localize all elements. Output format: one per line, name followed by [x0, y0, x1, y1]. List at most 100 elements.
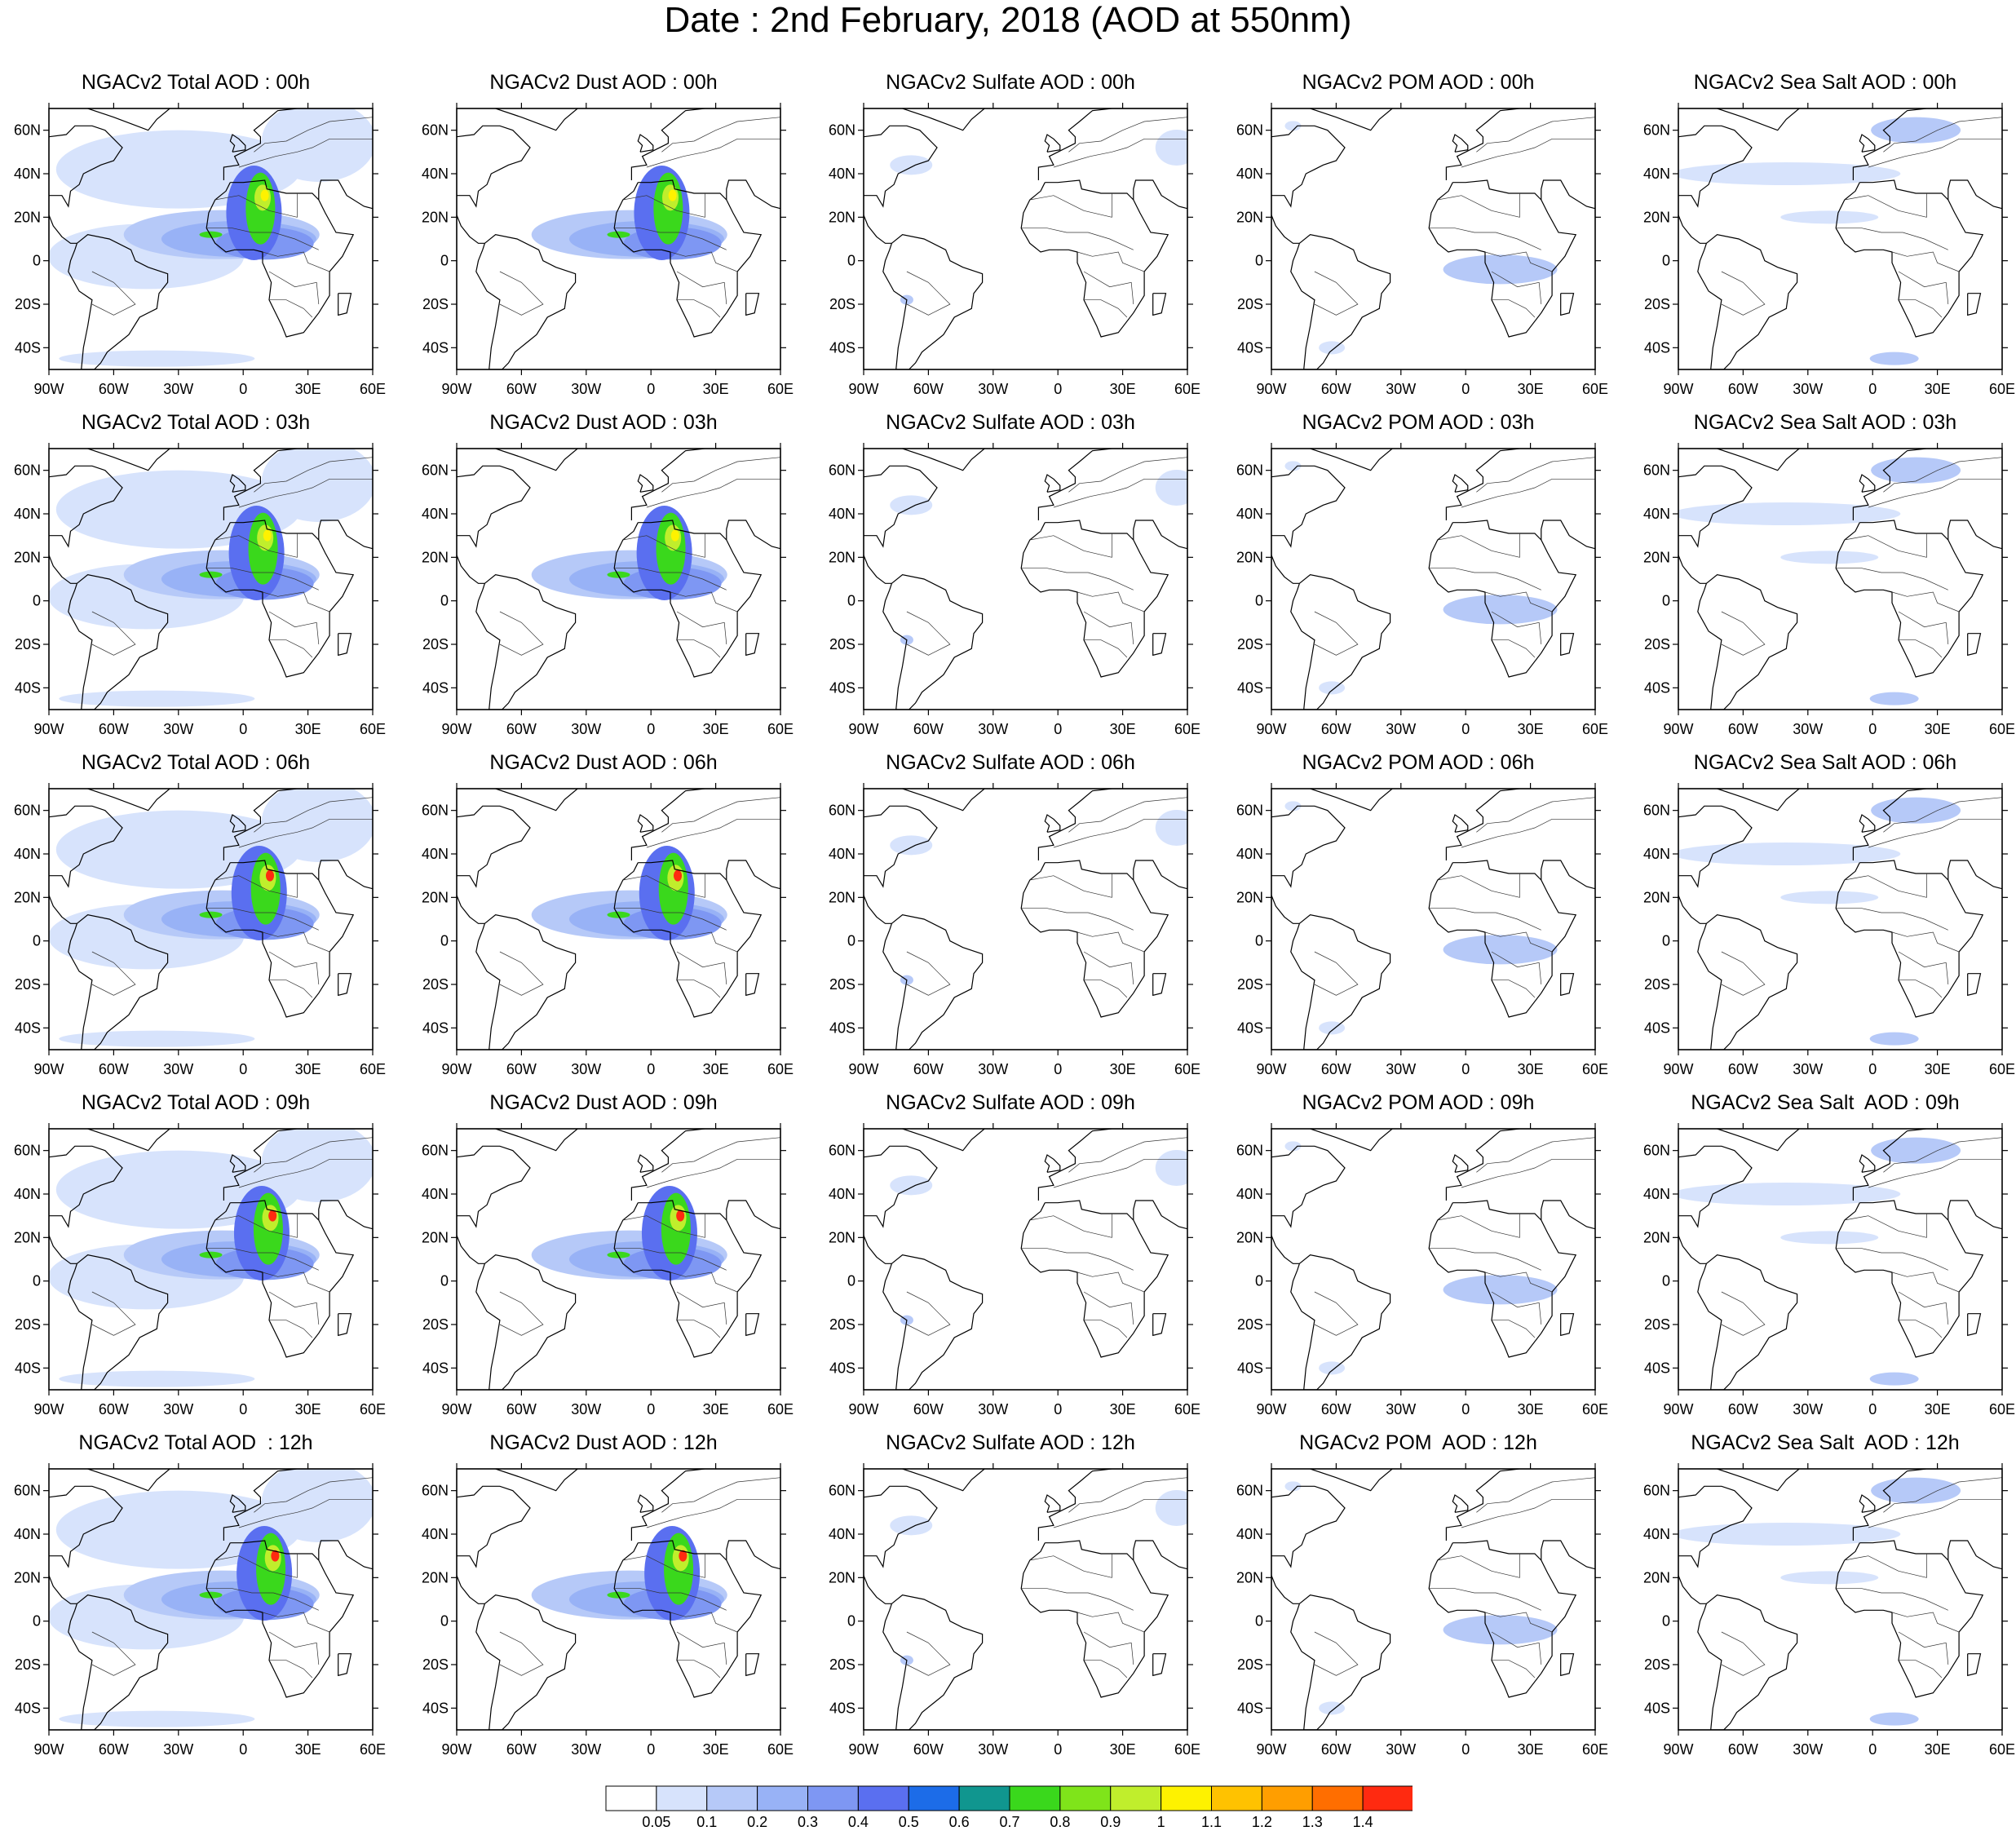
africa-border-b: [614, 1248, 727, 1271]
map-lines: [864, 789, 1187, 1050]
britain-coastline: [637, 1154, 654, 1173]
colorbar-label: 0.7: [999, 1814, 1019, 1829]
central-america-coastline: [1271, 895, 1300, 924]
map-frame: [863, 788, 1188, 1050]
lon-tick-label: 0: [1461, 1061, 1470, 1077]
africa-border-a: [1029, 1554, 1112, 1578]
lat-tick-label: 0: [1662, 1613, 1670, 1630]
africa-border-e: [269, 1660, 313, 1678]
aod-zone-us-east: [890, 835, 933, 856]
africa-border-d: [1083, 1291, 1134, 1325]
aod-zone-southern-ocean: [1869, 1032, 1919, 1046]
aod-field: [890, 1150, 1187, 1325]
map-panel-total-row-1: NGACv2 Total AOD : 03h 60N 40N 20N 0 20S 40S 90…: [0, 410, 391, 745]
lat-tick-label: 20S: [1237, 296, 1263, 312]
britain-coastline: [229, 814, 246, 833]
lat-tick-label: 20N: [14, 1569, 41, 1586]
lat-tick-label: 20S: [422, 1656, 449, 1673]
africa-coastline: [613, 179, 763, 338]
lon-tick-label: 90W: [1663, 1741, 1693, 1758]
colorbar-swatch: [857, 1785, 909, 1811]
lat-tick-label: 40N: [422, 506, 449, 522]
map-lines: [1271, 1469, 1595, 1730]
central-america-coastline: [864, 1235, 892, 1264]
south-america-border: [1721, 271, 1766, 316]
lat-tick-label: 20S: [15, 976, 41, 993]
aod-zone-plume-streak: [199, 911, 223, 918]
aod-field: [1284, 461, 1558, 695]
lon-tick-label: 0: [647, 721, 655, 737]
lon-tick-label: 90W: [1256, 1741, 1286, 1758]
africa-coastline: [613, 1540, 763, 1698]
colorbar-swatch: [1009, 1785, 1061, 1811]
south-america-coastline: [68, 234, 169, 369]
arabia-coastline: [726, 1200, 780, 1230]
map-lines: [1678, 789, 2002, 1050]
lon-tick-label: 60W: [913, 1061, 944, 1077]
europe-border-b: [1476, 457, 1595, 493]
lat-tick-label: 20N: [1236, 1229, 1263, 1245]
map-frame: [863, 1468, 1188, 1731]
africa-border-b: [1429, 568, 1541, 590]
aod-zone-southern-ocean: [59, 1030, 255, 1047]
map-panel-dust-row-4: NGACv2 Dust AOD : 12h 60N 40N 20N 0 20S 40S 90W…: [408, 1431, 799, 1765]
lon-tick-label: 30E: [1110, 1061, 1136, 1077]
map-canvas: 60N 40N 20N 0 20S 40S 90W 60W 30W 0 30E 60E: [14, 1123, 386, 1417]
lon-tick-label: 30W: [1793, 1061, 1823, 1077]
north-america-coastline: [49, 125, 123, 208]
africa-border-c: [1891, 251, 1960, 272]
aod-zone-african-biomass: [1443, 595, 1558, 625]
greenland-coastline: [902, 1129, 985, 1152]
lat-tick-label: 20S: [829, 976, 855, 993]
lon-tick-label: 60W: [1728, 1061, 1758, 1077]
south-america-border: [1721, 611, 1766, 656]
map-lines: [49, 1469, 373, 1730]
europe-border-b: [661, 797, 780, 833]
lon-tick-label: 30E: [295, 721, 321, 737]
madagascar-coastline: [745, 973, 760, 997]
europe-coastline: [1852, 789, 2002, 860]
lat-tick-label: 40S: [1237, 679, 1263, 696]
south-america-coastline: [1697, 574, 1798, 710]
africa-border-b: [206, 1588, 319, 1611]
map-panel-sea-salt-row-1: NGACv2 Sea Salt AOD : 03h 60N 40N 20N 0 20S 40…: [1629, 410, 2016, 745]
lon-tick-label: 30E: [1518, 1741, 1544, 1758]
lon-tick-label: 30E: [1110, 1401, 1136, 1417]
britain-coastline: [637, 1494, 654, 1513]
south-america-border: [1721, 1291, 1766, 1336]
africa-border-b: [1021, 228, 1134, 250]
lon-tick-label: 90W: [33, 1401, 64, 1417]
africa-border-a: [1437, 1554, 1520, 1578]
africa-border-b: [614, 568, 727, 590]
europe-border-b: [254, 457, 373, 493]
europe-coastline: [223, 1469, 373, 1541]
aod-zone-max: [271, 1550, 280, 1562]
africa-border-b: [1021, 1248, 1134, 1271]
aod-zone-us-east: [890, 155, 933, 175]
britain-coastline: [229, 474, 246, 493]
aod-field: [531, 166, 727, 260]
map-canvas: 60N 40N 20N 0 20S 40S 90W 60W 30W 0 30E 60E: [829, 103, 1200, 397]
map-canvas: 60N 40N 20N 0 20S 40S 90W 60W 30W 0 30E 60E: [1643, 1123, 2015, 1417]
africa-border-a: [1437, 193, 1520, 218]
aod-zone-trade-wind: [1780, 210, 1879, 224]
map-lines: [1678, 449, 2002, 710]
central-america-coastline: [457, 1575, 485, 1604]
africa-border-c: [262, 251, 330, 272]
africa-coastline: [1428, 1540, 1577, 1698]
europe-border-a: [1053, 1498, 1187, 1528]
arabia-coastline: [1947, 520, 2002, 550]
lon-tick-label: 30W: [978, 1741, 1008, 1758]
lat-tick-label: 40N: [829, 506, 855, 522]
south-america-border: [906, 611, 951, 656]
lon-tick-label: 0: [1054, 381, 1062, 397]
map-frame: [48, 448, 374, 710]
europe-border-b: [1883, 1477, 2002, 1513]
africa-coastline: [1835, 179, 1984, 338]
lon-tick-label: 60W: [506, 1741, 537, 1758]
lon-tick-label: 0: [1461, 381, 1470, 397]
colorbar-swatch: [1311, 1785, 1364, 1811]
africa-border-d: [268, 1631, 320, 1665]
lat-tick-label: 20N: [1643, 209, 1670, 225]
lon-tick-label: 90W: [33, 721, 64, 737]
